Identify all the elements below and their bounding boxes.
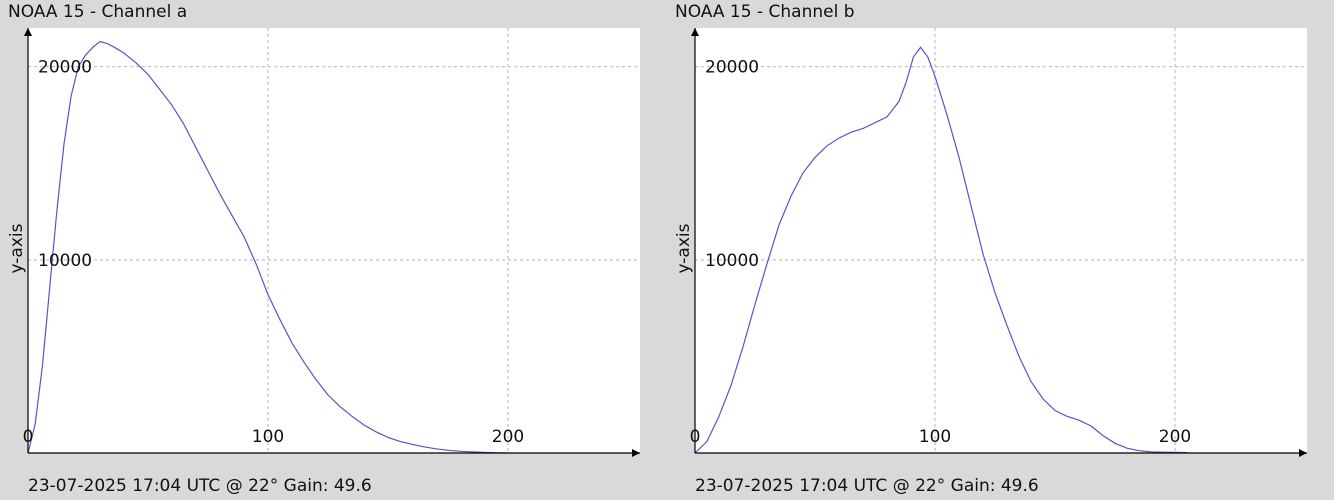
y-axis-label: y-axis bbox=[674, 223, 694, 273]
plot-area bbox=[695, 28, 1307, 453]
chart-a-plot: 0 100 200 10000 20000 y-axis bbox=[7, 28, 640, 457]
x-tick-label: 100 bbox=[252, 427, 284, 447]
y-axis-arrow bbox=[24, 28, 32, 36]
series-line bbox=[694, 46, 1188, 454]
y-tick-label: 20000 bbox=[38, 58, 92, 78]
y-tick-label: 10000 bbox=[38, 251, 92, 271]
y-axis-arrow bbox=[691, 28, 699, 36]
capture-info: 23-07-2025 17:04 UTC @ 22° Gain: 49.6 bbox=[28, 476, 372, 496]
chart-b-plot: 0 100 200 10000 20000 y-axis bbox=[674, 28, 1307, 457]
series-line bbox=[27, 40, 509, 454]
plot-area bbox=[28, 28, 640, 453]
x-tick-label: 0 bbox=[690, 427, 701, 447]
chart-title: NOAA 15 - Channel b bbox=[675, 2, 855, 22]
x-axis-arrow bbox=[1299, 449, 1307, 457]
y-axis-label: y-axis bbox=[7, 223, 27, 273]
x-axis-arrow bbox=[632, 449, 640, 457]
x-tick-label: 200 bbox=[492, 427, 524, 447]
x-tick-label: 200 bbox=[1159, 427, 1191, 447]
x-tick-label: 100 bbox=[919, 427, 951, 447]
chart-panel-b: NOAA 15 - Channel b 0 100 200 10000 20000 y-a… bbox=[667, 0, 1334, 500]
capture-info: 23-07-2025 17:04 UTC @ 22° Gain: 49.6 bbox=[695, 476, 1039, 496]
y-tick-label: 10000 bbox=[705, 251, 759, 271]
x-tick-label: 0 bbox=[23, 427, 34, 447]
chart-title: NOAA 15 - Channel a bbox=[8, 2, 188, 22]
y-tick-label: 20000 bbox=[705, 58, 759, 78]
chart-panel-a: NOAA 15 - Channel a 0 100 200 10000 20000 y-a… bbox=[7, 2, 640, 496]
